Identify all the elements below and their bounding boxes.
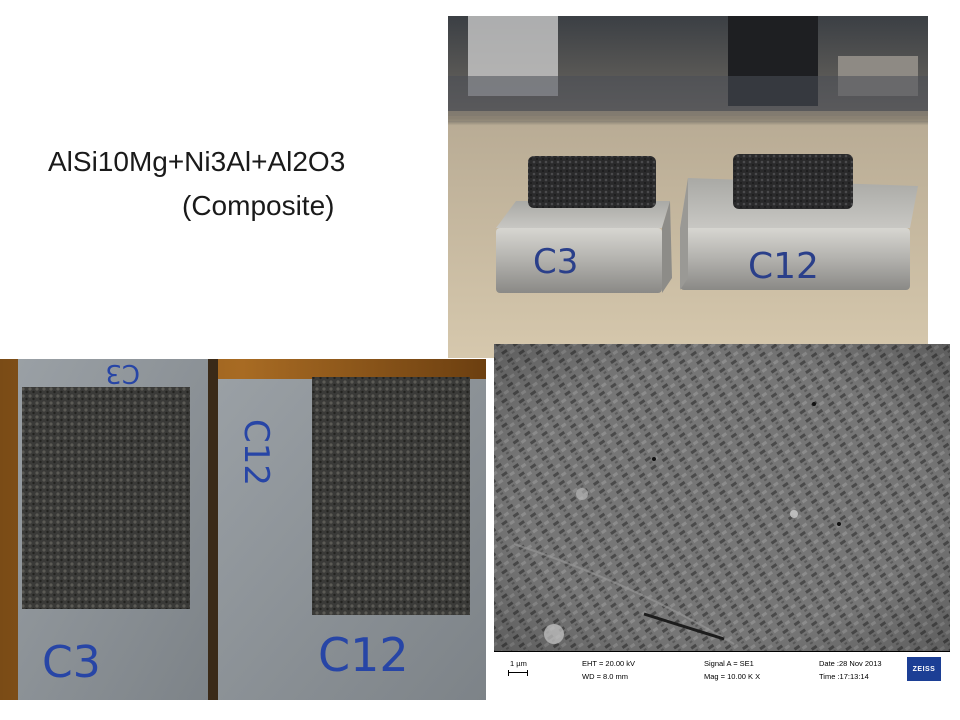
eht-value: EHT = 20.00 kV [582, 659, 636, 668]
sem-micrograph: 1 µm EHT = 20.00 kV WD = 8.0 mm Signal A… [494, 344, 950, 686]
wd-value: WD = 8.0 mm [582, 672, 629, 681]
time-value: Time :17:13:14 [819, 672, 869, 681]
scale-bar-icon [508, 670, 528, 676]
mag-value: Mag = 10.00 K X [704, 672, 761, 681]
zeiss-logo: ZEISS [907, 657, 941, 681]
svg-text:C3: C3 [42, 637, 101, 688]
svg-text:C3: C3 [533, 242, 578, 282]
svg-text:C12: C12 [318, 628, 409, 682]
signal-value: Signal A = SE1 [704, 659, 754, 668]
scale-bar-label: 1 µm [510, 659, 527, 668]
sem-info-bar: 1 µm EHT = 20.00 kV WD = 8.0 mm Signal A… [494, 651, 950, 686]
svg-text:C12: C12 [236, 419, 276, 486]
svg-text:C12: C12 [748, 246, 819, 287]
date-value: Date :28 Nov 2013 [819, 659, 882, 668]
title-line-1: AlSi10Mg+Ni3Al+Al2O3 [48, 146, 346, 177]
sample-side-view-photo: C3 C12 [448, 16, 928, 358]
title-line-2: (Composite) [182, 190, 335, 221]
slide-title: AlSi10Mg+Ni3Al+Al2O3 (Composite) [48, 140, 345, 228]
svg-text:C3: C3 [105, 359, 140, 388]
sample-top-view-photo: C3 C3 C12 C12 [0, 359, 486, 700]
